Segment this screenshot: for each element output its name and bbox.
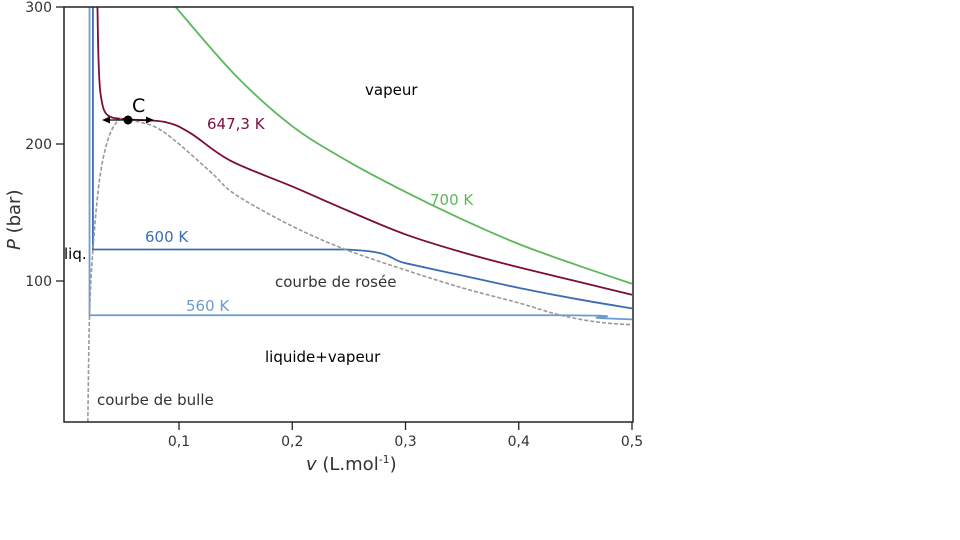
critical-point-dot	[123, 115, 133, 125]
x-axis-exp: -1	[379, 453, 390, 466]
series-3-curve	[88, 7, 633, 321]
series-1-curve	[96, 7, 633, 296]
y-axis-title: P (bar)	[4, 190, 25, 250]
label-647K: 647,3 K	[207, 115, 266, 133]
label-vapeur: vapeur	[365, 81, 418, 99]
label-courbe-rosee: courbe de rosée	[275, 273, 396, 291]
y-tick-label: 300	[25, 0, 52, 16]
critical-point: C	[102, 95, 154, 125]
label-courbe-bulle: courbe de bulle	[97, 391, 214, 409]
y-tick-label: 100	[25, 274, 52, 290]
label-560K: 560 K	[186, 297, 230, 315]
label-liquide-vapeur: liquide+vapeur	[265, 348, 381, 366]
x-tick-label: 0,2	[281, 434, 303, 450]
x-axis-ticks: 0,1 0,2 0,3 0,4 0,5	[168, 422, 643, 450]
y-tick-label: 200	[25, 137, 52, 153]
y-axis-unit: (bar)	[4, 190, 25, 240]
x-axis-var: v	[306, 454, 317, 475]
series-2-curve	[92, 7, 633, 310]
x-axis-title: v (L.mol-1)	[306, 453, 397, 475]
x-tick-label: 0,1	[168, 434, 190, 450]
plot-frame	[63, 6, 634, 423]
series-4-curve	[87, 117, 633, 422]
x-axis-close: )	[390, 454, 397, 475]
x-tick-label: 0,3	[394, 434, 416, 450]
y-axis-var: P	[4, 239, 25, 250]
x-tick-label: 0,4	[508, 434, 530, 450]
arrow-right-icon	[146, 116, 154, 124]
label-liq: liq.	[64, 245, 87, 263]
label-600K: 600 K	[145, 228, 189, 246]
x-tick-label: 0,5	[621, 434, 643, 450]
label-700K: 700 K	[430, 191, 474, 209]
x-axis-unit: (L.mol	[317, 454, 379, 475]
y-axis-ticks: 100 200 300	[25, 0, 64, 290]
isotherm-curves	[87, 7, 633, 422]
series-0-curve	[174, 7, 633, 285]
arrow-left-icon	[102, 116, 110, 124]
critical-point-label: C	[132, 95, 145, 117]
